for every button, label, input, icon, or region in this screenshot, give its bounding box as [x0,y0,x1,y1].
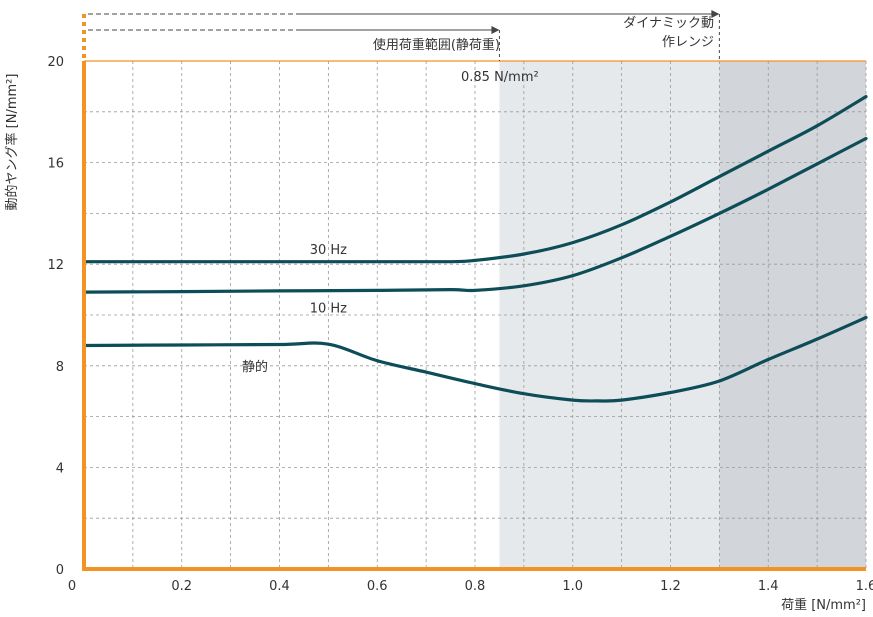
x-tick-label: 1.0 [562,579,583,594]
x-axis-label: 荷重 [N/mm²] [781,597,866,613]
curves-layer [82,95,868,403]
y-tick-label: 16 [47,157,64,172]
static-range-arrowhead [491,26,500,34]
labels-layer: 使用荷重範囲(静荷重) ダイナミック動 作レンジ 0.85 N/mm² 荷重 [… [4,16,866,613]
ticks-layer: 0 0.2 0.4 0.6 0.8 1.0 1.2 1.4 1.6 0 4 8 12 16 20 [47,55,873,594]
series-label: 30 Hz [310,243,347,258]
region-label-static: 使用荷重範囲(静荷重) [373,37,500,53]
region-label-dynamic-line2: 作レンジ [662,35,714,50]
x-tick-label: 0.4 [269,579,290,594]
y-tick-label: 12 [47,258,64,273]
axes-layer [82,61,866,571]
x-tick-label: 0.2 [171,579,192,594]
y-tick-label: 4 [56,461,64,476]
annotation-085: 0.85 N/mm² [461,70,539,85]
series-static-line [82,315,868,403]
x-tick-label: 0.6 [367,579,388,594]
x-tick-label: 1.4 [758,579,779,594]
series-10hz-line [82,136,868,294]
y-tick-label: 0 [56,563,64,578]
x-tick-label: 0.8 [465,579,486,594]
region-label-dynamic-line1: ダイナミック動 [623,16,714,31]
y-tick-label: 8 [56,360,64,375]
y-axis-label: 動的ヤング率 [N/mm²] [4,74,20,211]
top-guides [82,10,720,61]
series-label: 10 Hz [310,301,347,316]
x-tick-label: 1.6 [856,579,873,594]
series-label: 静的 [242,359,268,375]
x-tick-label: 1.2 [660,579,681,594]
series-30hz-line [82,95,868,264]
dynamic-range-arrowhead [711,10,720,18]
grid-layer [84,60,867,569]
y-tick-label: 20 [47,55,64,70]
x-tick-label: 0 [68,579,76,594]
